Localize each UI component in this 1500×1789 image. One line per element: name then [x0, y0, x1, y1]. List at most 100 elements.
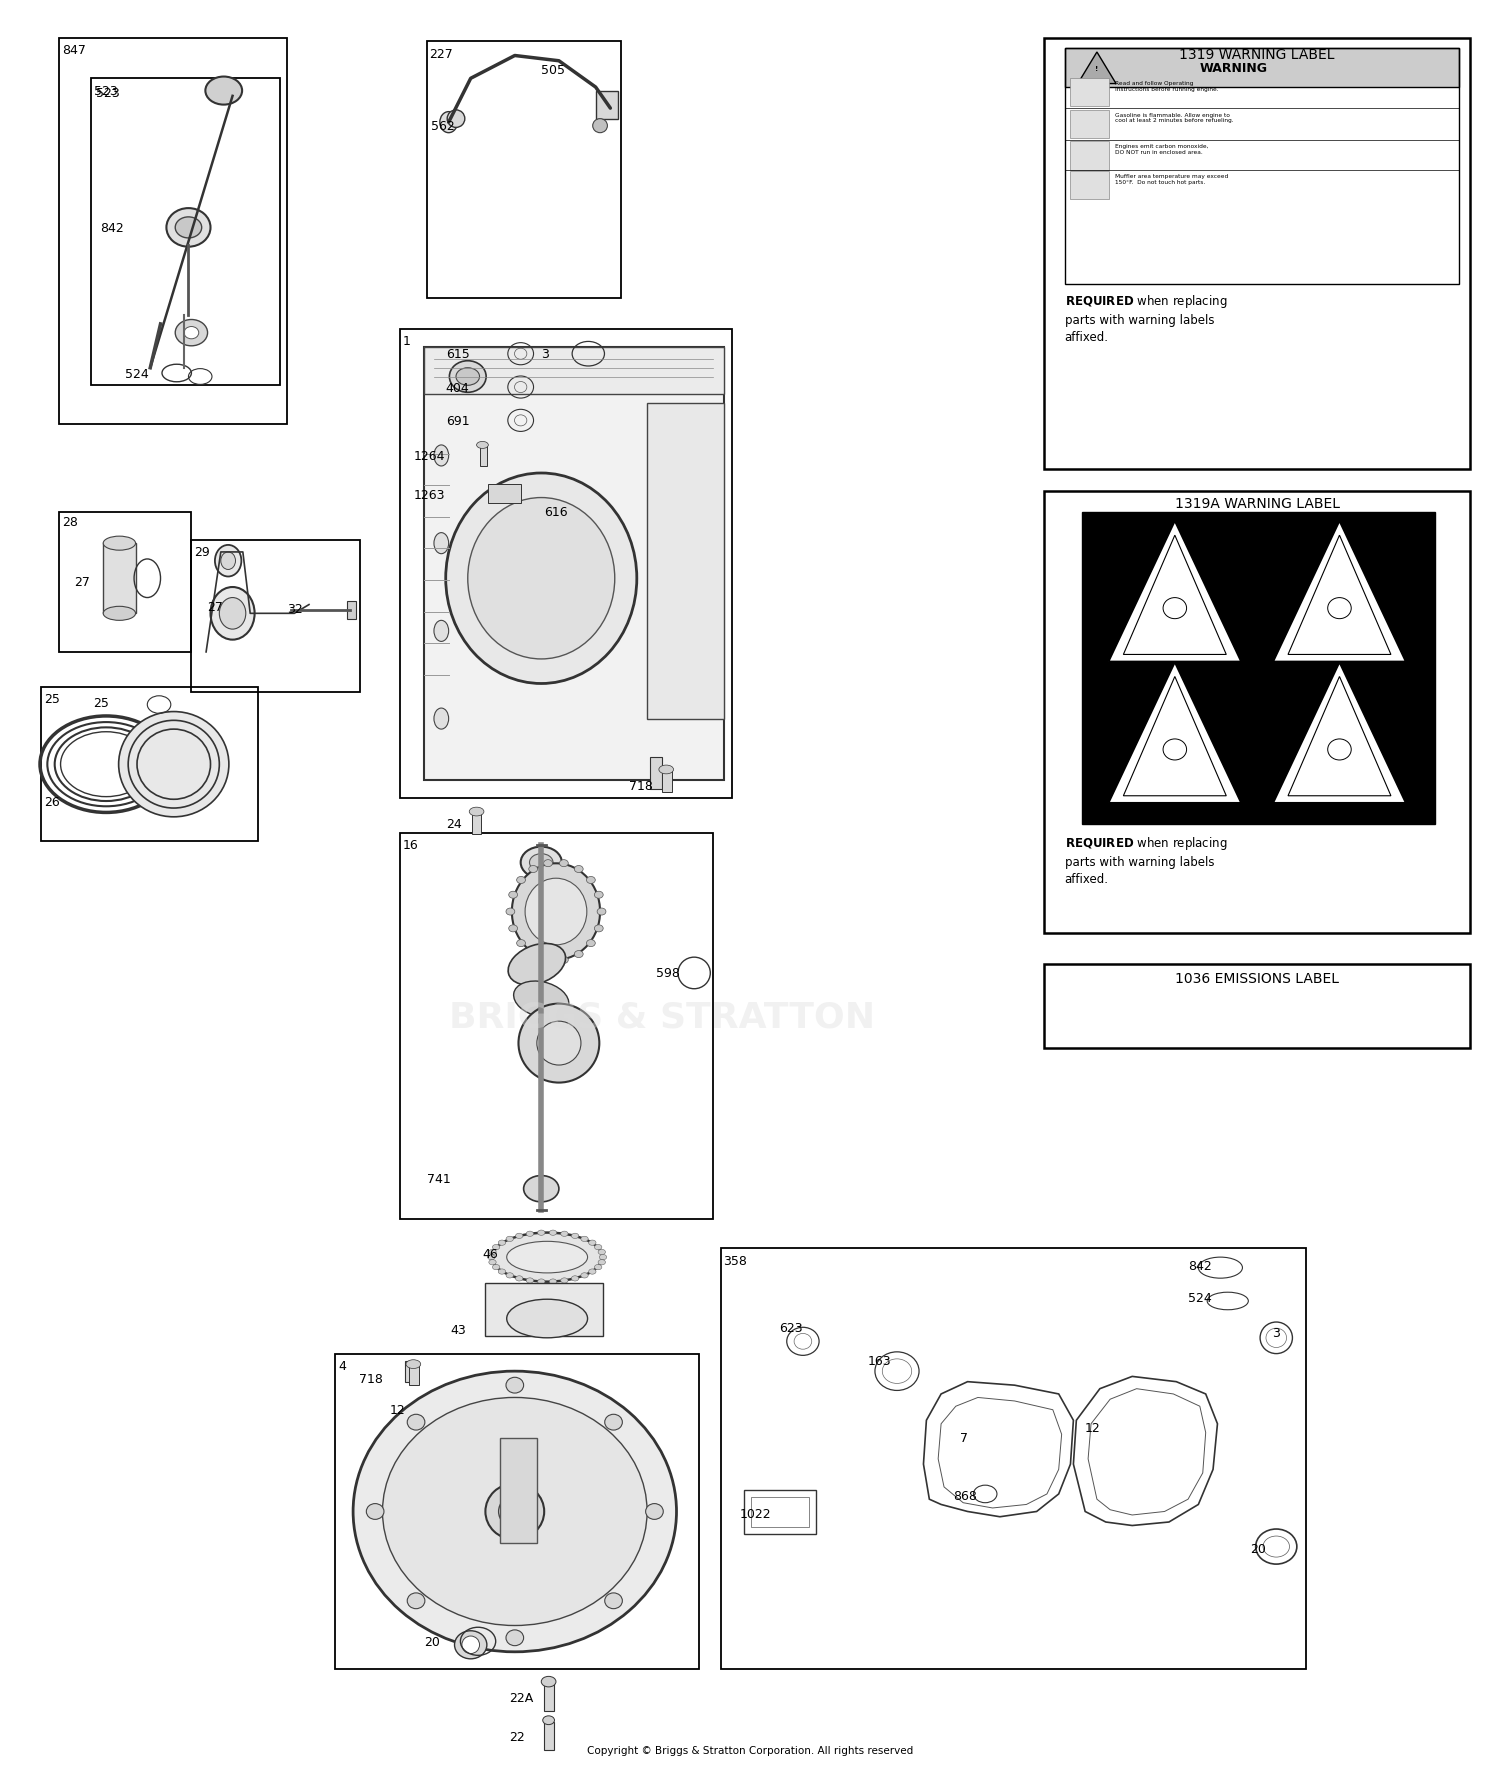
Text: 1319A WARNING LABEL: 1319A WARNING LABEL [1174, 497, 1340, 510]
Polygon shape [1078, 54, 1116, 84]
Ellipse shape [516, 1276, 524, 1281]
Text: 842: 842 [1188, 1259, 1212, 1272]
Ellipse shape [572, 1276, 579, 1281]
Bar [423, 347, 723, 780]
Ellipse shape [598, 1259, 606, 1265]
Ellipse shape [489, 1259, 496, 1265]
Ellipse shape [456, 369, 480, 386]
Bar [1071, 111, 1108, 140]
Bar [744, 1490, 816, 1535]
Ellipse shape [604, 1592, 622, 1608]
Ellipse shape [530, 866, 537, 873]
Text: 12: 12 [1084, 1420, 1101, 1435]
Text: Copyright © Briggs & Stratton Corporation. All rights reserved: Copyright © Briggs & Stratton Corporatio… [586, 1744, 914, 1755]
Ellipse shape [543, 1716, 555, 1725]
Text: 16: 16 [404, 839, 418, 852]
Ellipse shape [549, 1231, 556, 1236]
Ellipse shape [433, 621, 448, 642]
Text: 524: 524 [124, 367, 148, 381]
Bar [1044, 964, 1470, 1048]
Bar [104, 544, 135, 614]
Text: 26: 26 [45, 794, 60, 809]
Bar [472, 812, 482, 835]
Bar [1082, 512, 1436, 825]
Bar [346, 601, 355, 619]
Text: 623: 623 [780, 1320, 802, 1335]
Ellipse shape [526, 1231, 534, 1236]
Bar [426, 43, 621, 299]
Ellipse shape [594, 925, 603, 932]
Ellipse shape [543, 861, 552, 868]
Ellipse shape [406, 1415, 424, 1429]
Ellipse shape [219, 598, 246, 630]
Ellipse shape [658, 766, 674, 775]
Bar [500, 1438, 537, 1544]
Ellipse shape [509, 945, 566, 986]
Polygon shape [1108, 522, 1240, 662]
Text: 741: 741 [426, 1172, 450, 1184]
Ellipse shape [597, 909, 606, 916]
Ellipse shape [477, 442, 489, 449]
Polygon shape [1274, 522, 1406, 662]
Ellipse shape [512, 864, 600, 961]
Bar [1071, 143, 1108, 170]
Ellipse shape [498, 1496, 531, 1528]
Bar [1044, 39, 1470, 471]
Ellipse shape [594, 1245, 602, 1251]
Text: !: ! [1095, 66, 1098, 72]
Text: 24: 24 [446, 818, 462, 830]
Text: 22: 22 [509, 1730, 525, 1742]
Ellipse shape [513, 982, 568, 1018]
Text: 7: 7 [960, 1431, 968, 1444]
Ellipse shape [519, 1004, 600, 1082]
Ellipse shape [516, 939, 525, 946]
Text: 1: 1 [404, 335, 411, 349]
Ellipse shape [492, 1245, 500, 1251]
Text: 27: 27 [74, 576, 90, 589]
Text: 20: 20 [423, 1635, 439, 1648]
Text: Engines emit carbon monoxide,
DO NOT run in enclosed area.: Engines emit carbon monoxide, DO NOT run… [1114, 145, 1208, 156]
Bar [752, 1497, 808, 1528]
Text: 43: 43 [450, 1322, 466, 1336]
Bar [646, 404, 723, 719]
Ellipse shape [470, 807, 484, 816]
Ellipse shape [537, 1231, 544, 1236]
Bar [1071, 172, 1108, 200]
Ellipse shape [594, 891, 603, 898]
Text: 3: 3 [1272, 1326, 1280, 1340]
Ellipse shape [516, 877, 525, 884]
Ellipse shape [406, 1592, 424, 1608]
Ellipse shape [525, 878, 586, 945]
Ellipse shape [447, 111, 465, 129]
Text: 523: 523 [94, 84, 118, 98]
Bar [400, 329, 732, 798]
Ellipse shape [486, 1483, 544, 1540]
Ellipse shape [498, 1268, 506, 1274]
Bar [1065, 50, 1458, 88]
Bar [480, 445, 488, 467]
Bar [486, 1285, 603, 1336]
Text: Gasoline is flammable. Allow engine to
cool at least 2 minutes before refueling.: Gasoline is flammable. Allow engine to c… [1114, 113, 1233, 123]
Bar [410, 1365, 420, 1385]
Text: 29: 29 [195, 546, 210, 558]
Ellipse shape [104, 537, 135, 551]
Ellipse shape [549, 1279, 556, 1285]
Text: 847: 847 [62, 45, 86, 57]
Ellipse shape [450, 361, 486, 394]
Ellipse shape [454, 1632, 488, 1658]
Text: 404: 404 [446, 381, 470, 394]
Text: 615: 615 [446, 349, 470, 361]
Text: 616: 616 [544, 506, 568, 519]
Ellipse shape [506, 909, 515, 916]
Bar [544, 1723, 555, 1750]
Ellipse shape [406, 1360, 420, 1369]
Text: 22A: 22A [509, 1691, 532, 1703]
Bar [544, 1683, 555, 1712]
Ellipse shape [382, 1397, 646, 1626]
Text: 505: 505 [542, 64, 566, 77]
Ellipse shape [489, 1251, 496, 1254]
Bar [192, 540, 360, 692]
Ellipse shape [176, 320, 207, 347]
Ellipse shape [509, 925, 518, 932]
Ellipse shape [561, 1277, 568, 1283]
